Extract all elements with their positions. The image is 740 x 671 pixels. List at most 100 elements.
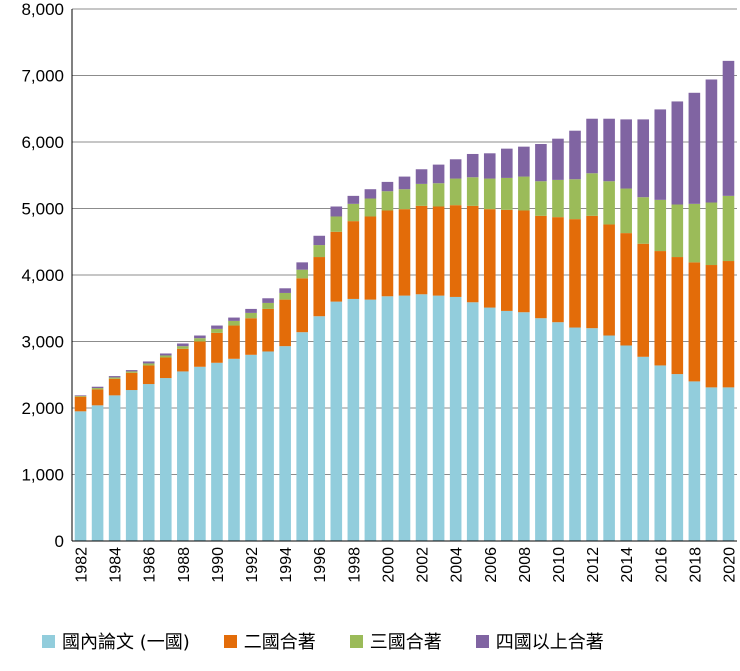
bar-segment-series-0-1988 [177, 371, 189, 541]
bar-segment-series-1-2020 [722, 261, 735, 388]
x-tick-label: 1992 [244, 547, 261, 583]
bar-segment-series-0-1986 [142, 384, 155, 541]
bar-segment-series-2-2011 [569, 179, 581, 220]
y-tick-label: 0 [55, 532, 64, 551]
bar-segment-series-0-1991 [228, 358, 240, 541]
bar-segment-series-2-2002 [415, 183, 428, 206]
bar-segment-series-1-2004 [449, 205, 462, 297]
bar-segment-series-0-2004 [449, 296, 462, 541]
bar-segment-series-1-2008 [518, 210, 530, 313]
legend-swatch-domestic [42, 634, 55, 648]
bar-segment-series-0-1990 [211, 362, 223, 541]
bar-segment-series-0-1998 [347, 298, 360, 541]
x-tick-label: 2018 [687, 547, 704, 583]
bar-segment-series-1-2016 [654, 251, 667, 366]
bar-segment-series-2-1986 [142, 363, 155, 366]
bar-segment-series-3-1992 [245, 308, 257, 313]
bar-segment-series-1-1992 [245, 318, 257, 355]
bar-segment-series-1-1993 [262, 308, 274, 352]
bar-segment-series-2-1999 [364, 198, 377, 217]
bar-segment-series-3-1994 [279, 288, 291, 293]
bar-segment-series-3-1990 [211, 325, 223, 329]
bar-segment-series-2-2016 [654, 199, 667, 252]
y-tick-label: 8,000 [21, 0, 64, 19]
bar-segment-series-1-1984 [108, 378, 121, 396]
bar-segment-series-1-1987 [159, 357, 172, 379]
legend-label-three-country: 三國合著 [369, 632, 442, 653]
bar-segment-series-1-1990 [211, 332, 223, 363]
bar-segment-series-0-2020 [722, 387, 735, 541]
bar-segment-series-1-1991 [228, 325, 240, 359]
bar-segment-series-1-2009 [535, 215, 547, 319]
x-tick-label: 2010 [551, 547, 568, 583]
bar-segment-series-3-2004 [449, 159, 462, 179]
bar-segment-series-0-2007 [501, 310, 513, 541]
bar-segment-series-3-2016 [654, 109, 667, 200]
bar-segment-series-1-2005 [466, 205, 479, 303]
bar-segment-series-1-1994 [279, 299, 291, 347]
bar-segment-series-2-1985 [125, 371, 138, 373]
bar-segment-series-0-2009 [535, 318, 547, 541]
bar-segment-series-1-2006 [483, 209, 496, 308]
bar-segment-series-0-2015 [637, 356, 650, 541]
bar-segment-series-0-1992 [245, 354, 257, 541]
legend-label-four-plus-country: 四國以上合著 [495, 632, 604, 653]
bar-segment-series-2-1983 [91, 388, 104, 390]
bar-segment-series-1-2013 [603, 224, 615, 336]
bar-segment-series-3-2010 [552, 138, 564, 180]
bar-segment-series-1-1998 [347, 221, 360, 299]
bar-segment-series-0-2001 [398, 295, 411, 541]
bar-segment-series-0-2005 [466, 302, 479, 541]
legend: 國內論文 (一國) 二國合著 三國合著 四國以上合著 [42, 626, 732, 656]
bar-segment-series-2-2005 [466, 177, 479, 206]
x-tick-label: 2014 [619, 547, 636, 583]
x-tick-label: 2000 [380, 547, 397, 583]
bar-segment-series-2-2000 [381, 191, 394, 211]
bar-segment-series-3-2012 [586, 118, 598, 174]
bar-segment-series-2-2003 [432, 183, 445, 207]
bar-segment-series-0-2003 [432, 295, 445, 541]
bar-segment-series-1-2001 [398, 209, 411, 296]
bar-segment-series-0-2014 [620, 345, 632, 541]
bar-segment-series-2-1984 [108, 377, 121, 379]
bar-segment-series-0-2006 [483, 307, 496, 541]
bar-segment-series-3-2001 [398, 176, 411, 190]
x-tick-label: 2008 [517, 547, 534, 583]
bar-segment-series-3-1983 [91, 386, 104, 389]
bar-segment-series-2-1994 [279, 292, 291, 300]
bar-segment-series-2-1997 [330, 216, 343, 232]
x-tick-label: 2002 [415, 547, 432, 583]
bar-segment-series-3-1985 [125, 370, 138, 372]
bars [74, 60, 735, 541]
x-tick-label: 1994 [278, 547, 295, 583]
bar-segment-series-2-1996 [313, 245, 326, 258]
bar-segment-series-1-1988 [177, 348, 189, 372]
bar-segment-series-2-1988 [177, 346, 189, 349]
bar-segment-series-0-2008 [518, 312, 530, 541]
bar-segment-series-1-2002 [415, 205, 428, 295]
x-tick-label: 1988 [176, 547, 193, 583]
y-tick-label: 7,000 [21, 67, 64, 86]
bar-segment-series-3-1999 [364, 189, 377, 199]
legend-label-domestic: 國內論文 (一國) [62, 632, 190, 653]
x-tick-label: 1986 [142, 547, 159, 583]
bar-segment-series-2-2017 [671, 204, 684, 258]
bar-segment-series-1-1999 [364, 216, 377, 300]
bar-segment-series-2-1987 [159, 355, 172, 358]
bar-segment-series-3-2020 [722, 60, 735, 196]
bar-segment-series-3-1997 [330, 206, 343, 217]
bar-segment-series-1-1996 [313, 257, 326, 317]
x-tick-label: 1996 [312, 547, 329, 583]
bar-segment-series-2-1989 [194, 338, 206, 342]
legend-label-two-country: 二國合著 [243, 632, 316, 653]
y-axis-tick-labels: 0 1,000 2,000 3,000 4,000 5,000 6,000 7,000 8,00… [21, 0, 64, 551]
legend-item-four-plus-country: 四國以上合著 [475, 628, 604, 654]
bar-segment-series-3-2017 [671, 101, 684, 205]
bar-segment-series-1-1989 [194, 341, 206, 367]
legend-swatch-four-plus-country [475, 634, 489, 648]
bar-segment-series-1-2011 [569, 219, 581, 328]
bar-segment-series-0-1999 [364, 299, 377, 541]
bar-segment-series-0-2002 [415, 294, 428, 541]
bar-segment-series-3-2013 [603, 118, 615, 182]
x-tick-label: 2020 [721, 547, 738, 583]
